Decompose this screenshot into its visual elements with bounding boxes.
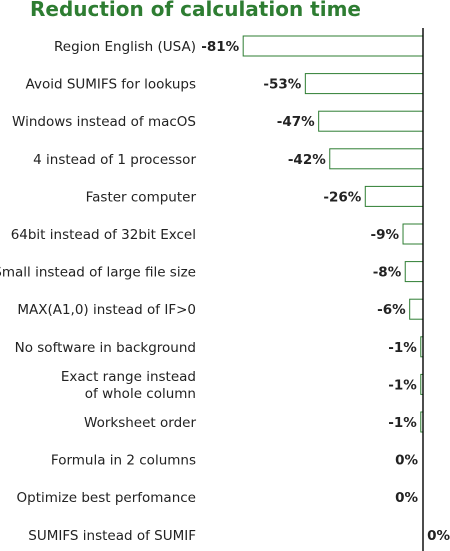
category-label: Exact range instead of whole column — [61, 369, 196, 402]
value-label: 0% — [395, 453, 418, 469]
value-label: 0% — [427, 528, 450, 544]
value-label: -1% — [388, 377, 417, 393]
category-label: 4 instead of 1 processor — [33, 152, 196, 168]
category-label: Region English (USA) — [54, 39, 196, 55]
category-label-line: Small instead of large file size — [0, 265, 196, 281]
category-label: Optimize best perfomance — [17, 490, 196, 506]
category-label: Small instead of large file size — [0, 265, 196, 281]
category-label-line: Optimize best perfomance — [17, 490, 196, 506]
category-labels: Region English (USA) Avoid SUMIFS for loo… — [0, 39, 196, 544]
bar — [364, 185, 424, 207]
category-label: 64bit instead of 32bit Excel — [11, 227, 196, 243]
category-label-line: 4 instead of 1 processor — [33, 152, 196, 168]
value-label: -47% — [277, 114, 315, 130]
category-label: Formula in 2 columns — [51, 453, 196, 469]
value-label: -53% — [263, 77, 301, 93]
bars-layer — [242, 35, 424, 433]
bar — [409, 298, 424, 320]
value-label: -1% — [388, 340, 417, 356]
bar — [329, 148, 424, 170]
category-label-line: SUMIFS instead of SUMIF — [28, 528, 196, 544]
category-label-line: Worksheet order — [84, 415, 196, 431]
category-label: Windows instead of macOS — [12, 114, 196, 130]
category-label-line: Windows instead of macOS — [12, 114, 196, 130]
value-label: -42% — [288, 152, 326, 168]
category-label-line: 64bit instead of 32bit Excel — [11, 227, 196, 243]
bar — [242, 35, 424, 57]
value-label: -9% — [370, 227, 399, 243]
value-label: 0% — [395, 490, 418, 506]
bar — [404, 261, 424, 283]
bar — [304, 73, 424, 95]
category-label: Faster computer — [86, 189, 197, 205]
chart-title: Reduction of calculation time — [30, 0, 361, 21]
category-label: MAX(A1,0) instead of IF>0 — [17, 302, 196, 318]
value-labels: -81% -53% -47% -42% -26% -9% -8% -6% -1% -1% -1% 0%… — [201, 39, 450, 544]
category-label-line: No software in background — [15, 340, 196, 356]
category-label-line: Region English (USA) — [54, 39, 196, 55]
value-label: -6% — [377, 302, 406, 318]
category-label-line: of whole column — [85, 386, 196, 402]
value-label: -8% — [373, 265, 402, 281]
bar — [318, 110, 424, 132]
category-label: No software in background — [15, 340, 196, 356]
category-label-line: Avoid SUMIFS for lookups — [26, 77, 196, 93]
category-label-line: MAX(A1,0) instead of IF>0 — [17, 302, 196, 318]
category-label: Avoid SUMIFS for lookups — [26, 77, 196, 93]
value-label: -81% — [201, 39, 239, 55]
category-label-line: Faster computer — [86, 189, 197, 205]
bar — [402, 223, 424, 245]
category-label-line: Exact range instead — [61, 369, 196, 385]
value-label: -26% — [323, 189, 361, 205]
value-label: -1% — [388, 415, 417, 431]
category-label: SUMIFS instead of SUMIF — [28, 528, 196, 544]
category-label-line: Formula in 2 columns — [51, 453, 196, 469]
category-label: Worksheet order — [84, 415, 196, 431]
